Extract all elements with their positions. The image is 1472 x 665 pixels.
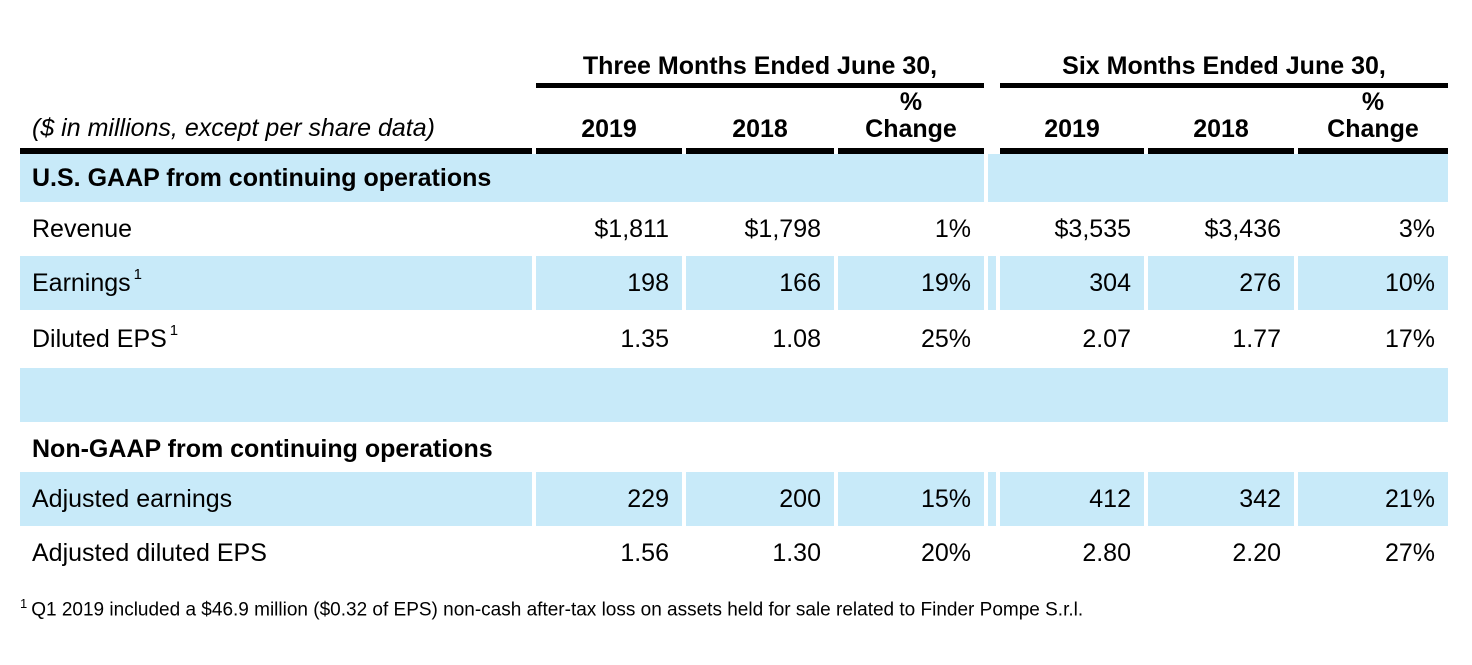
cell-diluted-eps-tm-2019: 1.35 [620,324,669,353]
cell-revenue-sm-2018: $3,436 [1204,214,1281,243]
section-gap-spacer [988,472,996,526]
cell-adj-earnings-tm-change: 15% [838,472,984,526]
row-label-diluted-eps: Diluted EPS 1 [20,310,532,368]
cell-earnings-sm-2018: 276 [1148,256,1294,310]
row-label-adjusted-earnings: Adjusted earnings [20,472,532,526]
section-header-non-gaap: Non-GAAP from continuing operations [32,435,493,463]
cell-revenue-sm-2019: $3,535 [1054,214,1131,243]
footnote-ref-1: 1 [169,322,179,340]
footnote-ref-1: 1 [133,266,143,284]
cell-revenue-sm-change: 3% [1398,214,1435,243]
cell-adj-eps-tm-2018: 1.30 [772,538,821,567]
cell-adj-earnings-sm-2019: 412 [1000,472,1144,526]
col-header-sm-2019: 2019 [1000,88,1144,154]
table-row-revenue: Revenue $1,811 $1,798 1% $3,535 $3,436 3… [20,202,1448,256]
table-row-earnings: Earnings 1 198 166 19% 304 276 10% [20,256,1448,310]
table-row-adjusted-earnings: Adjusted earnings 229 200 15% 412 342 21… [20,472,1448,526]
cell-adj-earnings-tm-2019: 229 [536,472,682,526]
row-label-adjusted-diluted-eps: Adjusted diluted EPS [32,538,267,567]
cell-diluted-eps-tm-2018: 1.08 [772,324,821,353]
col-header-tm-pct-change: % Change [838,88,984,154]
cell-earnings-sm-change: 10% [1298,256,1448,310]
cell-adj-eps-tm-change: 20% [920,538,971,567]
period-group-header-row: Three Months Ended June 30, Six Months E… [20,31,1448,88]
cell-revenue-tm-change: 1% [934,214,971,243]
cell-earnings-tm-2018: 166 [686,256,834,310]
section-header-us-gaap-fill [988,154,1448,202]
section-header-us-gaap: U.S. GAAP from continuing operations [20,154,984,202]
section-header-row-non-gaap: Non-GAAP from continuing operations [20,422,1448,472]
label-column-spacer [20,31,532,88]
section-gap-spacer [988,88,996,154]
row-label-text: Earnings [32,268,131,297]
section-gap-spacer [988,202,996,256]
cell-earnings-sm-2019: 304 [1000,256,1144,310]
highlighted-divider [20,368,1448,422]
cell-diluted-eps-sm-2019: 2.07 [1082,324,1131,353]
section-header-row-us-gaap: U.S. GAAP from continuing operations [20,154,1448,202]
footnote-text: Q1 2019 included a $46.9 million ($0.32 … [31,599,1084,621]
column-group-three-months: Three Months Ended June 30, [536,31,984,88]
section-gap-spacer [988,310,996,368]
footnote: 1 Q1 2019 included a $46.9 million ($0.32… [20,592,1472,622]
table-row-diluted-eps: Diluted EPS 1 1.35 1.08 25% 2.07 1.77 17% [20,310,1448,368]
section-gap-spacer [988,526,996,580]
cell-diluted-eps-sm-change: 17% [1384,324,1435,353]
row-label-earnings: Earnings 1 [20,256,532,310]
cell-earnings-tm-change: 19% [838,256,984,310]
cell-adj-eps-tm-2019: 1.56 [620,538,669,567]
table-row-adjusted-diluted-eps: Adjusted diluted EPS 1.56 1.30 20% 2.80 … [20,526,1448,580]
section-gap-spacer [988,31,996,88]
col-header-sm-2018: 2018 [1148,88,1294,154]
earnings-summary-table: Three Months Ended June 30, Six Months E… [16,31,1452,580]
highlighted-divider-row [20,368,1448,422]
col-header-sm-pct-change: % Change [1298,88,1448,154]
cell-revenue-tm-2018: $1,798 [744,214,821,243]
cell-diluted-eps-sm-2018: 1.77 [1232,324,1281,353]
cell-adj-earnings-sm-2018: 342 [1148,472,1294,526]
footnote-marker: 1 [20,596,28,611]
row-label-text: Diluted EPS [32,324,167,353]
col-header-tm-2019: 2019 [536,88,682,154]
year-header-row: ($ in millions, except per share data) 2… [20,88,1448,154]
cell-adj-earnings-tm-2018: 200 [686,472,834,526]
cell-adj-earnings-sm-change: 21% [1298,472,1448,526]
col-header-tm-2018: 2018 [686,88,834,154]
cell-adj-eps-sm-change: 27% [1384,538,1435,567]
cell-adj-eps-sm-2018: 2.20 [1232,538,1281,567]
cell-adj-eps-sm-2019: 2.80 [1082,538,1131,567]
cell-revenue-tm-2019: $1,811 [594,214,669,243]
section-gap-spacer [988,256,996,310]
units-caption: ($ in millions, except per share data) [20,88,532,154]
row-label-revenue: Revenue [32,214,133,243]
cell-diluted-eps-tm-change: 25% [920,324,971,353]
cell-earnings-tm-2019: 198 [536,256,682,310]
column-group-six-months: Six Months Ended June 30, [1000,31,1448,88]
